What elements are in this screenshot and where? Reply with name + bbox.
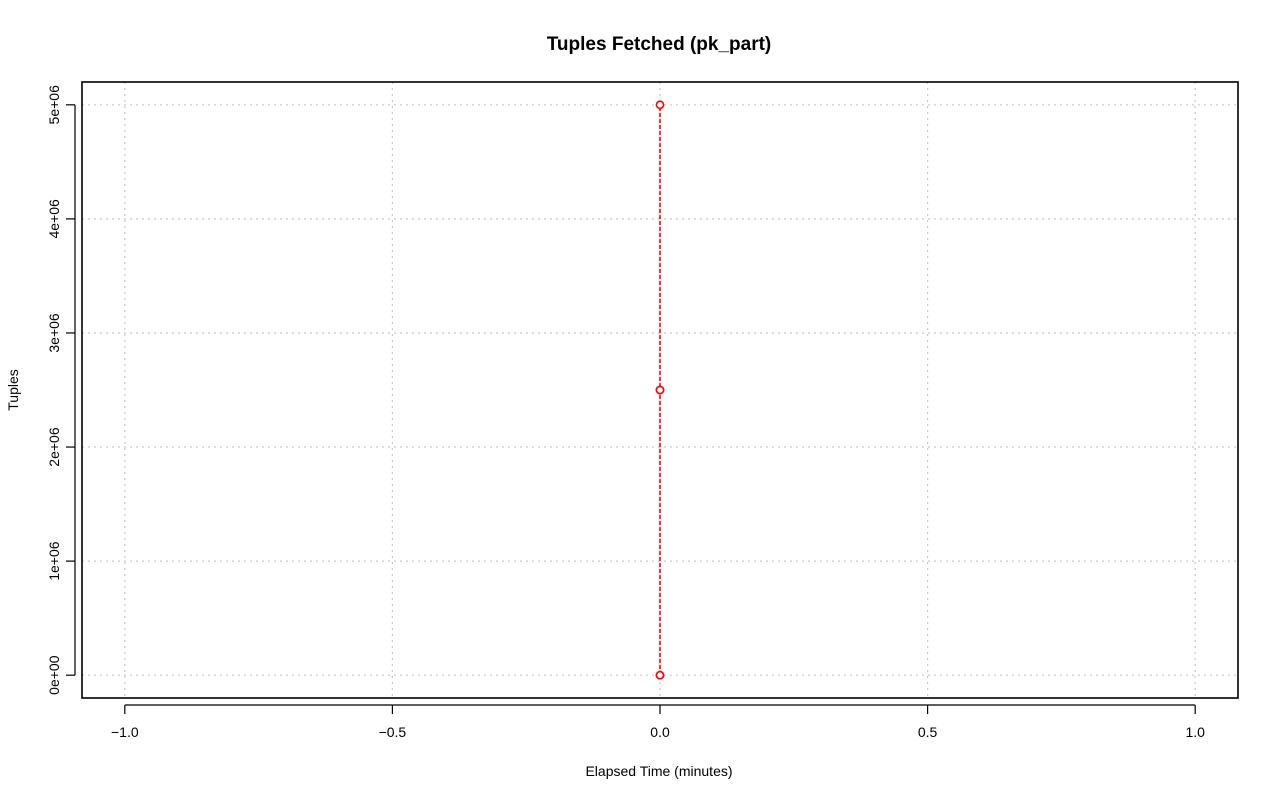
y-axis: 0e+00 1e+06 2e+06 3e+06 4e+06 5e+06 [46,85,76,695]
y-tick-label: 2e+06 [46,427,62,467]
y-tick-label: 5e+06 [46,85,62,125]
data-point [655,100,665,110]
x-tick-label: 0.0 [650,724,670,740]
x-axis-label: Elapsed Time (minutes) [585,763,732,779]
y-tick-label: 0e+00 [46,655,62,695]
y-tick-label: 3e+06 [46,313,62,353]
data-point [655,385,665,395]
x-axis: −1.0 −0.5 0.0 0.5 1.0 [111,704,1205,740]
data-point [655,670,665,680]
series-layer [655,100,665,680]
y-tick-label: 4e+06 [46,199,62,239]
x-tick-label: −0.5 [379,724,407,740]
chart-title: Tuples Fetched (pk_part) [547,34,772,55]
x-tick-label: 0.5 [918,724,938,740]
y-axis-label: Tuples [5,369,21,411]
x-tick-label: −1.0 [111,724,139,740]
x-tick-label: 1.0 [1185,724,1205,740]
y-tick-label: 1e+06 [46,541,62,581]
plot-frame [81,81,1239,699]
